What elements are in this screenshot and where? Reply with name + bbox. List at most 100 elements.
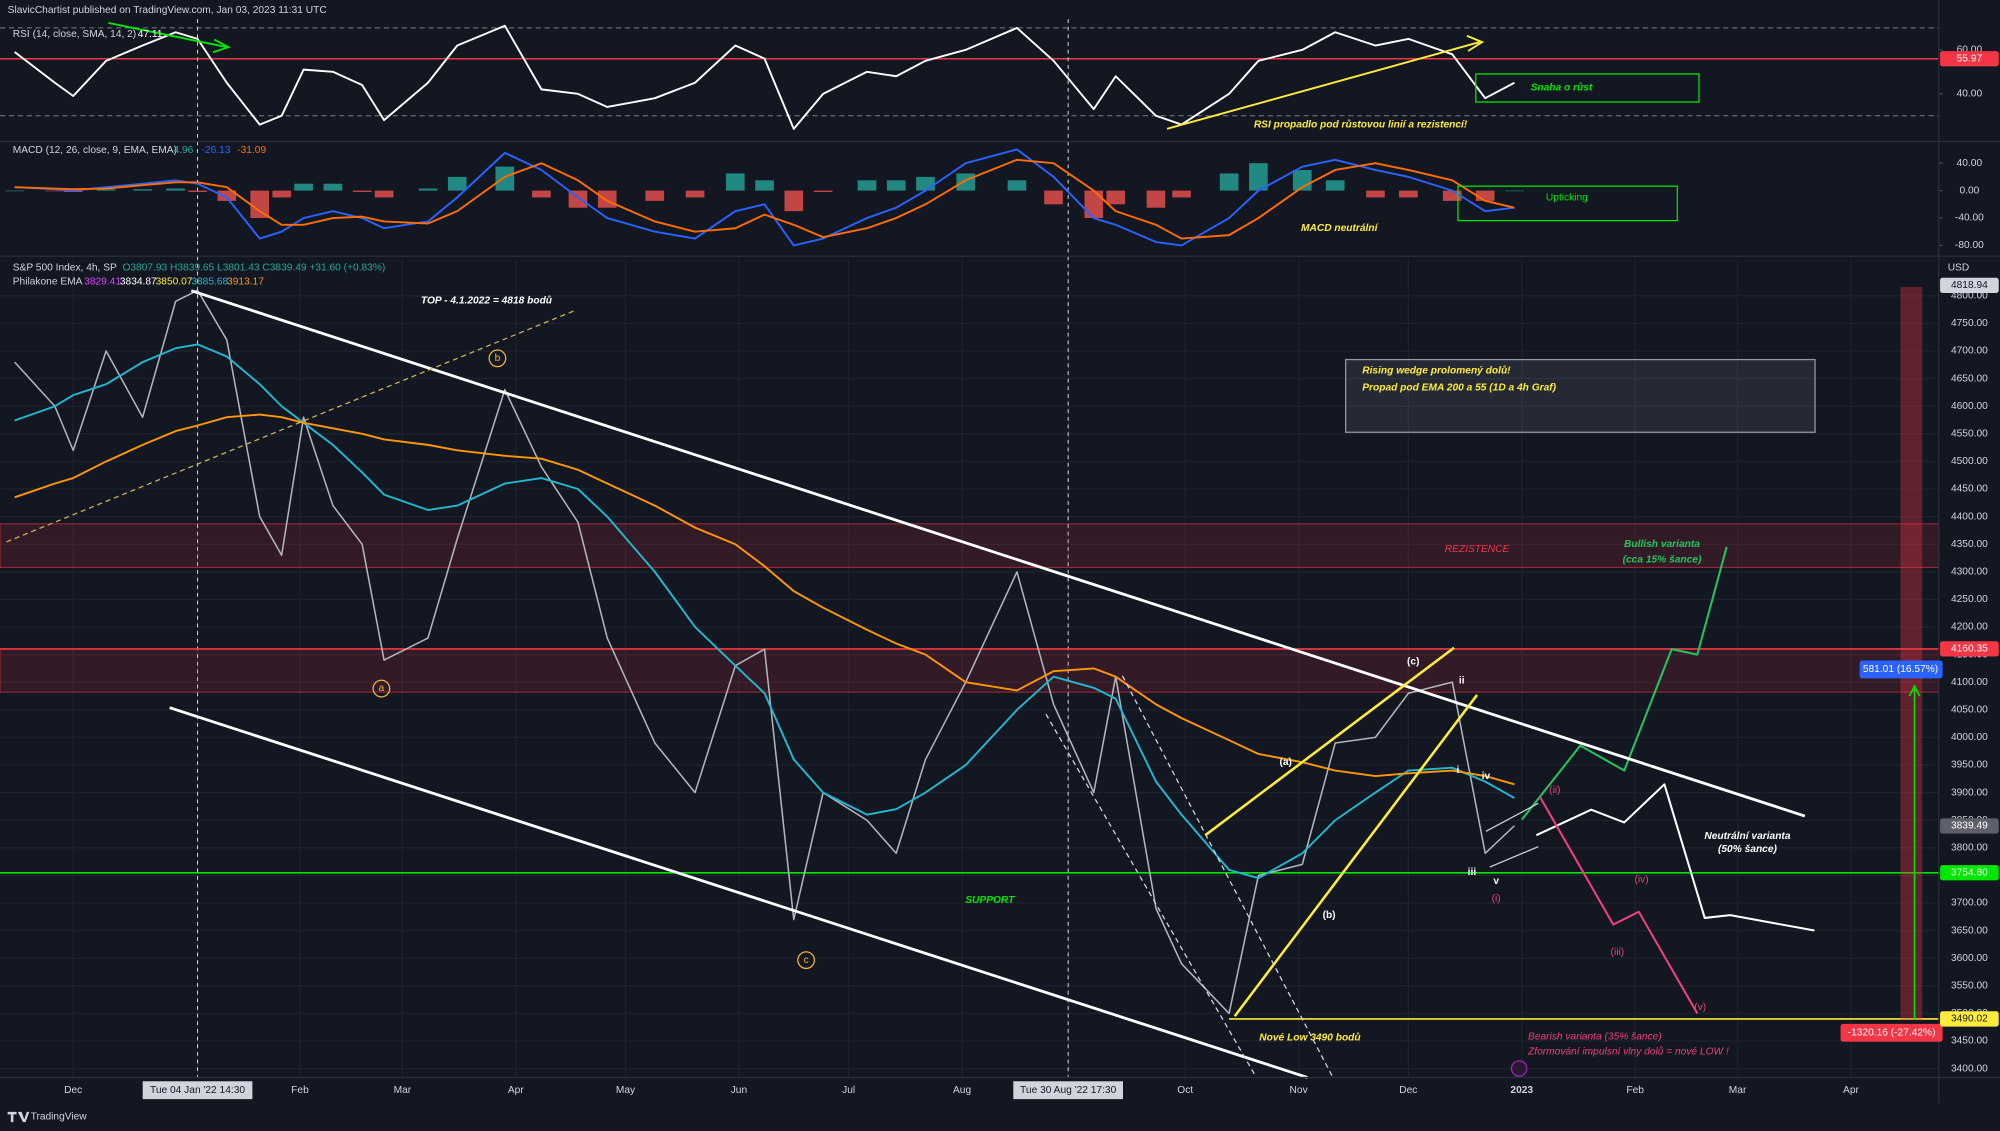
annotation: Snaha o růst bbox=[1531, 82, 1593, 94]
histogram-bar bbox=[272, 190, 291, 198]
price-tag-label: 3754.80 bbox=[1951, 867, 1988, 878]
annotation: RSI propadlo pod růstovou linií a rezist… bbox=[1254, 119, 1468, 131]
y-tick-label: 4750.00 bbox=[1951, 318, 1988, 329]
x-tick-label: 2023 bbox=[1510, 1085, 1533, 1096]
annotation: b bbox=[495, 353, 501, 364]
y-tick-label: 60.00 bbox=[1957, 45, 1983, 56]
grid-layer: 60.00 40.00 40.00 0.00 -40.00 -80.00 3400.00 34… bbox=[0, 19, 1988, 1078]
histogram-bar bbox=[352, 190, 372, 192]
measure-tag bbox=[1859, 660, 1943, 679]
note-box bbox=[1457, 185, 1678, 222]
annotation: c bbox=[804, 955, 809, 966]
scenario-note: (50% šance) bbox=[1718, 844, 1778, 855]
annotation: Nové Low 3490 bodů bbox=[1259, 1032, 1361, 1044]
histogram-bar bbox=[755, 180, 774, 191]
annotation: REZISTENCE bbox=[1445, 544, 1510, 555]
histogram-bar bbox=[1172, 190, 1191, 198]
y-tick-label: 4550.00 bbox=[1951, 429, 1988, 440]
x-tick-label: Dec bbox=[64, 1085, 82, 1096]
arrow-head bbox=[212, 38, 231, 54]
y-tick-label: 3700.00 bbox=[1951, 898, 1988, 909]
annotation: (b) bbox=[1323, 910, 1336, 921]
measure-label: 581.01 (16.57%) bbox=[1863, 664, 1938, 675]
histogram-bar bbox=[597, 190, 617, 208]
histogram-bar bbox=[1475, 190, 1495, 201]
y-tick-label: 4050.00 bbox=[1951, 705, 1988, 716]
scenario-note: (cca 15% šance) bbox=[1623, 554, 1702, 565]
wedge-line bbox=[1204, 646, 1455, 837]
histogram-bar bbox=[784, 190, 804, 212]
dashed-trend bbox=[1045, 713, 1257, 1078]
y-tick-label: 4400.00 bbox=[1951, 511, 1988, 522]
histogram-bar bbox=[374, 190, 394, 198]
legends: SlavicChartist published on TradingView.… bbox=[7, 5, 1970, 1123]
histogram-bar bbox=[916, 176, 935, 191]
y-tick-label: 3550.00 bbox=[1951, 981, 1988, 992]
y-tick-label: 4300.00 bbox=[1951, 567, 1988, 578]
rsi-legend-value: 47.11 bbox=[138, 29, 163, 40]
annotation: (c) bbox=[1407, 656, 1419, 667]
y-tick-label: 4350.00 bbox=[1951, 539, 1988, 550]
ema-legend: Philakone EMA bbox=[13, 276, 83, 287]
y-tick-label: 3950.00 bbox=[1951, 760, 1988, 771]
currency: USD bbox=[1948, 262, 1970, 273]
annotation: (iii) bbox=[1611, 947, 1625, 958]
x-tick-label: Oct bbox=[1177, 1085, 1193, 1096]
rsi-legend: RSI (14, close, SMA, 14, 2) bbox=[13, 29, 136, 40]
x-tick-label: Nov bbox=[1290, 1085, 1309, 1096]
price-tag-label: 3490.02 bbox=[1951, 1014, 1988, 1025]
x-tick-label: Feb bbox=[1626, 1085, 1644, 1096]
arrow-head bbox=[1908, 684, 1921, 697]
y-tick-label: 4700.00 bbox=[1951, 346, 1988, 357]
data-layer bbox=[5, 24, 1815, 1015]
publisher: SlavicChartist published on TradingView.… bbox=[8, 5, 327, 16]
histogram-bar bbox=[1325, 180, 1345, 191]
histogram-bar bbox=[1219, 173, 1239, 191]
x-tick-label: Feb bbox=[291, 1085, 309, 1096]
histogram-bar bbox=[1084, 190, 1104, 219]
histogram-bar bbox=[685, 190, 705, 198]
annotation: (v) bbox=[1694, 1002, 1706, 1013]
wave-marker bbox=[797, 951, 816, 970]
scenario-line bbox=[1539, 796, 1699, 1014]
x-tick-label: May bbox=[616, 1085, 636, 1096]
annotation: Upticking bbox=[1546, 192, 1588, 203]
x-tick-label: Jul bbox=[842, 1085, 855, 1096]
annotation: SUPPORT bbox=[965, 895, 1015, 906]
y-tick-label: 0.00 bbox=[1959, 185, 1979, 196]
scenario-label: Neutrální varianta bbox=[1704, 831, 1790, 842]
ema-legend-value: 3829.41 bbox=[84, 276, 121, 287]
histogram-bar bbox=[1044, 190, 1063, 205]
x-tick-label: Tue 30 Aug '22 17:30 bbox=[1020, 1085, 1117, 1096]
annotation: Rising wedge prolomený dolů! bbox=[1362, 365, 1511, 377]
zone bbox=[0, 648, 1940, 693]
histogram-bar bbox=[645, 190, 665, 201]
x-tick-label: Mar bbox=[1729, 1085, 1747, 1096]
ohlc-legend: O3807.93 H3839.65 L3801.43 C3839.49 +31.… bbox=[122, 262, 385, 273]
histogram-bar bbox=[447, 176, 467, 191]
drawings bbox=[0, 0, 2000, 1103]
ema-legend-value: 3885.68 bbox=[191, 276, 228, 287]
histogram-bar bbox=[725, 173, 745, 191]
macd-legend-value: -31.09 bbox=[237, 145, 266, 156]
series-line bbox=[14, 148, 1515, 247]
channel-bottom bbox=[169, 706, 1308, 1079]
arrow-head bbox=[1466, 34, 1485, 52]
histogram-bar bbox=[188, 190, 207, 192]
y-tick-label: 3650.00 bbox=[1951, 925, 1988, 936]
annotation: iii bbox=[1468, 867, 1477, 878]
measure-label: -1320.16 (-27.42%) bbox=[1848, 1028, 1936, 1039]
y-tick-label: 3400.00 bbox=[1951, 1063, 1988, 1074]
x-tick-label: Apr bbox=[1843, 1085, 1859, 1096]
y-tick-label: 4500.00 bbox=[1951, 456, 1988, 467]
tag-layer: 581.01 (16.57%) -1320.16 (-27.42%) 55.97… bbox=[64, 51, 1999, 1100]
y-tick-label: 40.00 bbox=[1957, 88, 1983, 99]
histogram-bar bbox=[5, 190, 24, 192]
ema-legend-value: 3913.17 bbox=[227, 276, 264, 287]
histogram-bar bbox=[1505, 190, 1524, 192]
price-legend: S&P 500 Index, 4h, SP bbox=[13, 262, 117, 273]
annotation: i bbox=[1456, 765, 1459, 776]
price-tag-label: 4818.94 bbox=[1951, 280, 1988, 291]
y-tick-label: 4100.00 bbox=[1951, 677, 1988, 688]
y-tick-label: 3900.00 bbox=[1951, 787, 1988, 798]
